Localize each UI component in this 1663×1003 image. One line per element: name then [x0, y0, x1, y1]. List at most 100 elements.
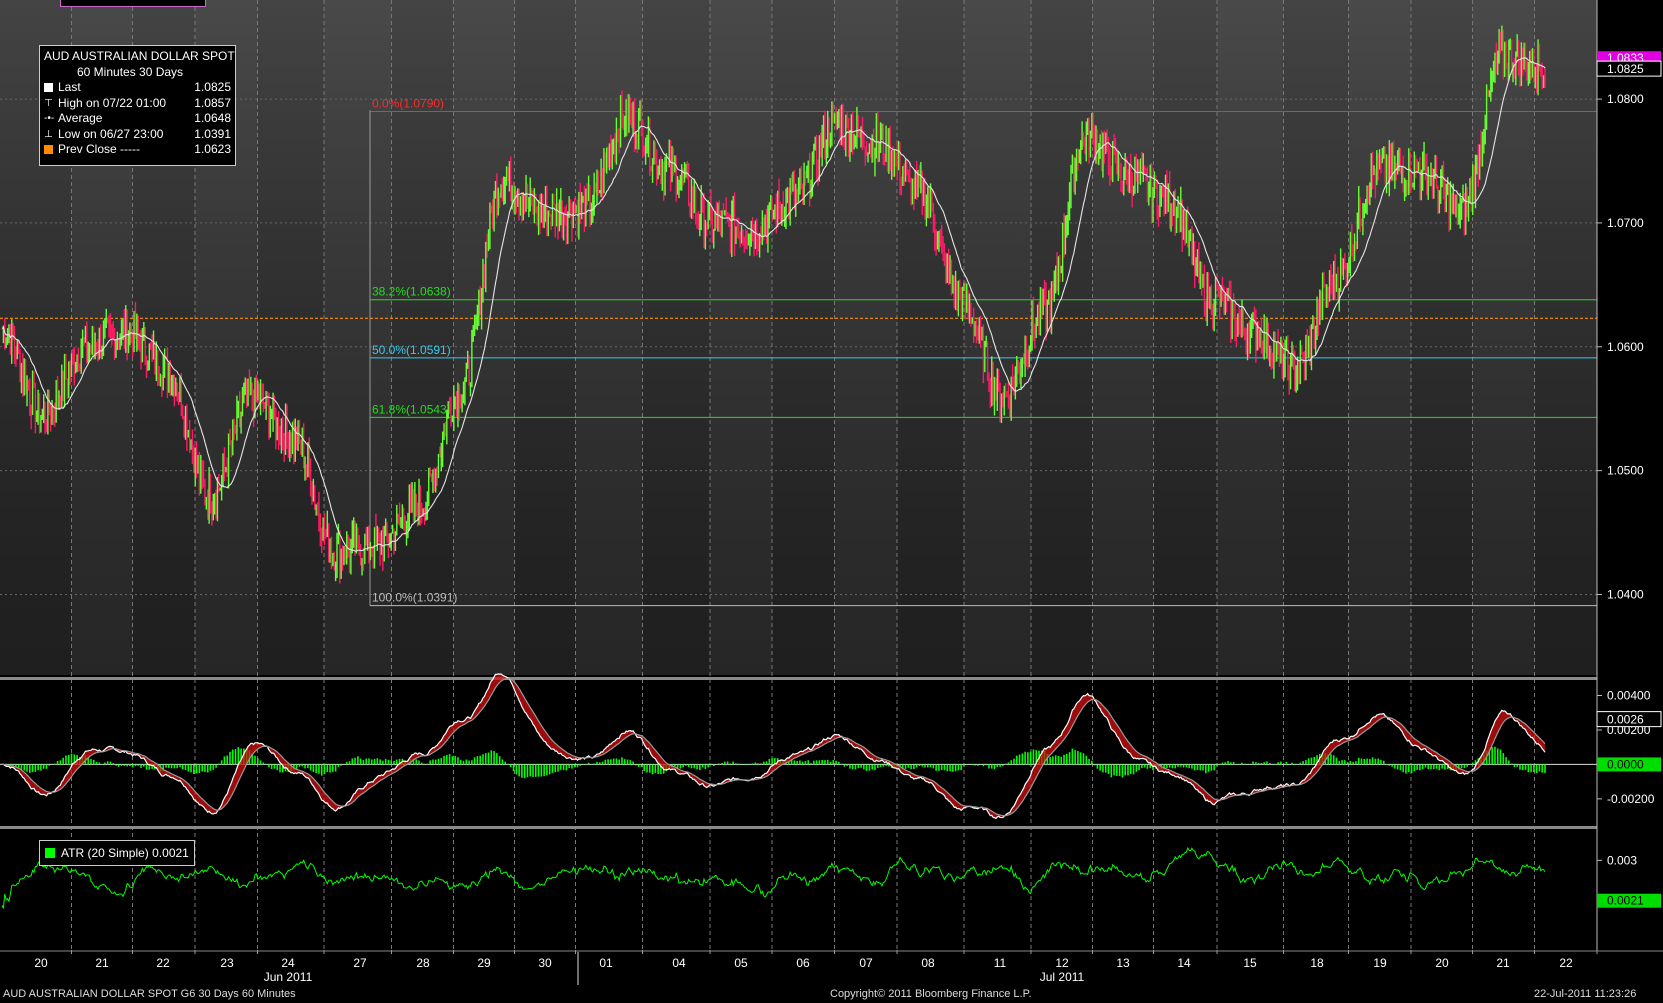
- legend-label: Prev Close -----: [58, 142, 141, 156]
- x-tick-label: 19: [1373, 956, 1387, 970]
- macd-panel: [0, 673, 1597, 820]
- legend-label: Low on 06/27 23:00: [58, 126, 164, 141]
- atr-panel: [1, 846, 1546, 909]
- x-tick-label: 27: [353, 956, 367, 970]
- footer-security: AUD AUSTRALIAN DOLLAR SPOT G6 30 Days 60…: [3, 988, 296, 1000]
- x-tick-label: 18: [1310, 956, 1324, 970]
- x-tick-label: 22: [156, 956, 170, 970]
- atr-background: [0, 829, 1597, 950]
- atr-tick-label: 0.003: [1607, 853, 1637, 867]
- x-tick-label: 29: [477, 956, 491, 970]
- x-group-label-jul: Jul 2011: [1040, 970, 1085, 984]
- legend-label: Average: [58, 111, 103, 125]
- atr-legend-label: ATR (20 Simple) 0.0021: [61, 846, 189, 860]
- x-tick-label: 28: [416, 956, 430, 970]
- price-legend: AUD AUSTRALIAN DOLLAR SPOT 60 Minutes 30…: [39, 45, 236, 166]
- day-bands: [0, 0, 1597, 950]
- x-tick-label: 22: [1559, 956, 1573, 970]
- legend-value: 1.0857: [194, 95, 231, 110]
- legend-swatch: [44, 83, 53, 93]
- x-tick-label: 23: [220, 956, 234, 970]
- macd-last-tag: [1596, 711, 1662, 728]
- moving-average-line: [1, 57, 1546, 552]
- fib-label: 0.0%(1.0790): [372, 96, 444, 110]
- panel-shading: [0, 0, 1597, 675]
- legend-row: -•- Average 1.0648: [44, 111, 231, 127]
- price-tick-label: 1.0800: [1607, 92, 1644, 106]
- x-tick-label: 21: [1496, 956, 1510, 970]
- atr-swatch: [45, 848, 55, 858]
- x-tick-label: 30: [538, 956, 552, 970]
- average-line: [1, 57, 1546, 552]
- price-tick-label: 1.0400: [1607, 587, 1644, 601]
- candles: [2, 25, 1546, 584]
- panel-separator: [0, 826, 1663, 829]
- macd-zero-tag: [1597, 757, 1661, 772]
- legend-value: 1.0623: [194, 142, 231, 156]
- avg-marker-icon: -•-: [44, 113, 55, 124]
- x-tick-label: 20: [34, 956, 48, 970]
- legend-swatch: [44, 145, 53, 155]
- x-tick-label: 15: [1243, 956, 1257, 970]
- price-tick-label: 1.0600: [1607, 340, 1644, 354]
- macd-tick-label: -0.00200: [1607, 792, 1655, 806]
- x-tick-label: 06: [796, 956, 810, 970]
- x-group-label-jun: Jun 2011: [264, 970, 313, 984]
- footer-timestamp: 22-Jul-2011 11:23:26: [1534, 988, 1637, 1000]
- x-tick-label: 05: [734, 956, 748, 970]
- atr-last-tag-label: 0.0021: [1607, 894, 1644, 908]
- x-tick-label: 14: [1177, 956, 1191, 970]
- atr-legend: ATR (20 Simple) 0.0021: [39, 840, 195, 866]
- legend-value: 1.0391: [194, 126, 231, 141]
- legend-row: ⊤ High on 07/22 01:00 1.0857: [44, 96, 231, 112]
- panel-separators: [0, 677, 1663, 952]
- legend-value: 1.0825: [194, 80, 231, 94]
- y-axis: 1.04001.05001.06001.07001.08001.08331.08…: [1596, 0, 1663, 950]
- x-tick-label: 11: [994, 956, 1007, 970]
- fib-label: 38.2%(1.0638): [372, 285, 451, 299]
- x-tick-label: 04: [672, 956, 686, 970]
- legend-rows: Last 1.0825 ⊤ High on 07/22 01:00 1.0857 -•- A…: [44, 80, 231, 158]
- x-tick-label: 08: [921, 956, 935, 970]
- x-tick-label: 20: [1435, 956, 1449, 970]
- footer-copyright: Copyright© 2011 Bloomberg Finance L.P.: [830, 988, 1032, 1000]
- x-tick-label: 13: [1116, 956, 1130, 970]
- security-tab[interactable]: [60, 0, 206, 7]
- price-tick-label: 1.0700: [1607, 216, 1644, 230]
- x-axis: 20 21 22 23 24 27 28 29 30 01 04 05 06 07 08 11 12 13 14 15…: [34, 950, 1598, 985]
- legend-label: High on 07/22 01:00: [58, 95, 167, 110]
- price-gridlines: [0, 98, 1597, 595]
- x-tick-label: 12: [1055, 956, 1069, 970]
- atr-line: [1, 846, 1546, 909]
- x-tick-label: 21: [95, 956, 109, 970]
- macd-zero-tag-label: 0.0000: [1607, 757, 1644, 771]
- macd-line: [1, 673, 1546, 820]
- macd-last-tag-label: 0.0026: [1607, 713, 1644, 727]
- legend-label: Last: [58, 80, 81, 94]
- high-marker-icon: ⊤: [44, 97, 53, 109]
- fib-label: 61.8%(1.0543): [372, 402, 451, 416]
- legend-subtitle: 60 Minutes 30 Days: [77, 64, 184, 79]
- macd-background: [0, 680, 1597, 823]
- fib-label: 100.0%(1.0391): [372, 591, 457, 605]
- panel-separator: [0, 677, 1663, 680]
- price-tick-label: 1.0500: [1607, 464, 1644, 478]
- vertical-gridlines: [71, 0, 1535, 950]
- last-tag-label: 1.0825: [1607, 62, 1644, 76]
- legend-row: Last 1.0825: [44, 80, 231, 96]
- legend-value: 1.0648: [194, 111, 231, 125]
- macd-signal-line: [1, 678, 1546, 817]
- legend-row: Prev Close ----- 1.0623: [44, 142, 231, 158]
- fib-label: 50.0%(1.0591): [372, 343, 451, 357]
- axis-background: [1597, 0, 1663, 950]
- x-tick-label: 07: [859, 956, 873, 970]
- legend-row: ⊥ Low on 06/27 23:00 1.0391: [44, 127, 231, 143]
- last-tag: [1596, 60, 1662, 77]
- x-tick-label: 24: [281, 956, 295, 970]
- macd-tick-label: 0.00400: [1607, 689, 1651, 703]
- x-tick-label: 01: [599, 956, 613, 970]
- low-marker-icon: ⊥: [44, 128, 53, 140]
- legend-title: AUD AUSTRALIAN DOLLAR SPOT: [44, 49, 235, 63]
- atr-last-tag: [1597, 893, 1661, 908]
